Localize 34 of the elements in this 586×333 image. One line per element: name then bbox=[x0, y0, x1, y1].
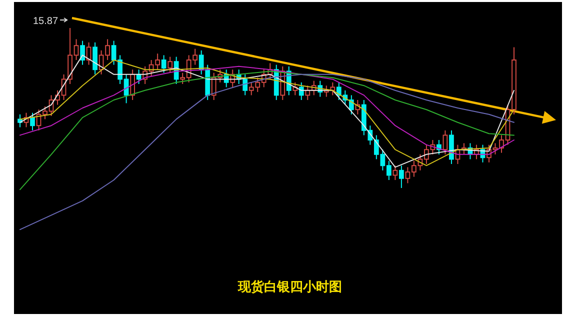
candlestick bbox=[380, 149, 386, 171]
candlestick bbox=[399, 165, 404, 188]
candlestick bbox=[105, 38, 110, 60]
candlestick bbox=[68, 28, 72, 84]
title: 现货白银四小时图 bbox=[238, 280, 342, 295]
candlestick bbox=[180, 72, 186, 84]
annotation: 15.87 bbox=[33, 16, 58, 27]
candlestick bbox=[336, 82, 342, 100]
candlestick bbox=[161, 54, 166, 74]
candlestick bbox=[392, 165, 398, 180]
candlestick bbox=[74, 38, 79, 60]
candlestick bbox=[92, 42, 98, 75]
candlestick bbox=[255, 77, 260, 92]
candlestick bbox=[111, 40, 116, 66]
candlestick bbox=[298, 82, 304, 100]
candlestick bbox=[412, 160, 416, 178]
candlestick bbox=[80, 40, 85, 66]
candlestick bbox=[499, 134, 504, 154]
candlestick bbox=[248, 82, 254, 96]
candlestick bbox=[330, 82, 336, 96]
candlestick bbox=[292, 82, 298, 96]
candlestick bbox=[192, 48, 198, 66]
candlestick bbox=[405, 166, 410, 184]
candlestick bbox=[118, 54, 122, 84]
candlestick bbox=[449, 130, 454, 164]
candlestick bbox=[198, 50, 204, 75]
candlestick bbox=[30, 112, 35, 131]
candlestick bbox=[424, 144, 429, 164]
candlestick bbox=[242, 74, 248, 96]
candlestick bbox=[168, 56, 173, 74]
candlestick bbox=[386, 160, 392, 180]
candlestick bbox=[42, 106, 48, 120]
candlestick bbox=[155, 53, 160, 70]
candlestick bbox=[442, 130, 448, 155]
